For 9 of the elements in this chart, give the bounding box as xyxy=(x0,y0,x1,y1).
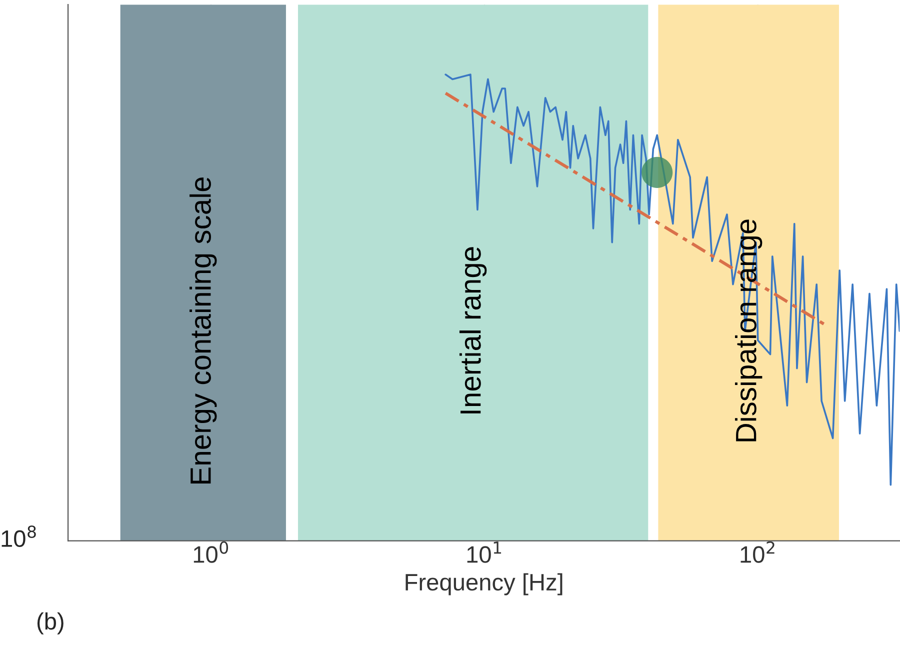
text: 10$^{8}$ xyxy=(2,525,36,548)
band-label: Dissipation range xyxy=(734,220,762,442)
band-label: Inertial range xyxy=(459,247,487,414)
x-tick-label: 10$^{1}$ xyxy=(467,542,502,563)
x-tick-label: 10$^{2}$ xyxy=(740,541,774,563)
x-tick-label: 10$^{0}$ xyxy=(194,541,228,563)
text: (b) xyxy=(37,612,64,634)
x-axis-title: Frequency [Hz] xyxy=(406,573,562,596)
band-label: Energy containing scale xyxy=(190,177,217,484)
